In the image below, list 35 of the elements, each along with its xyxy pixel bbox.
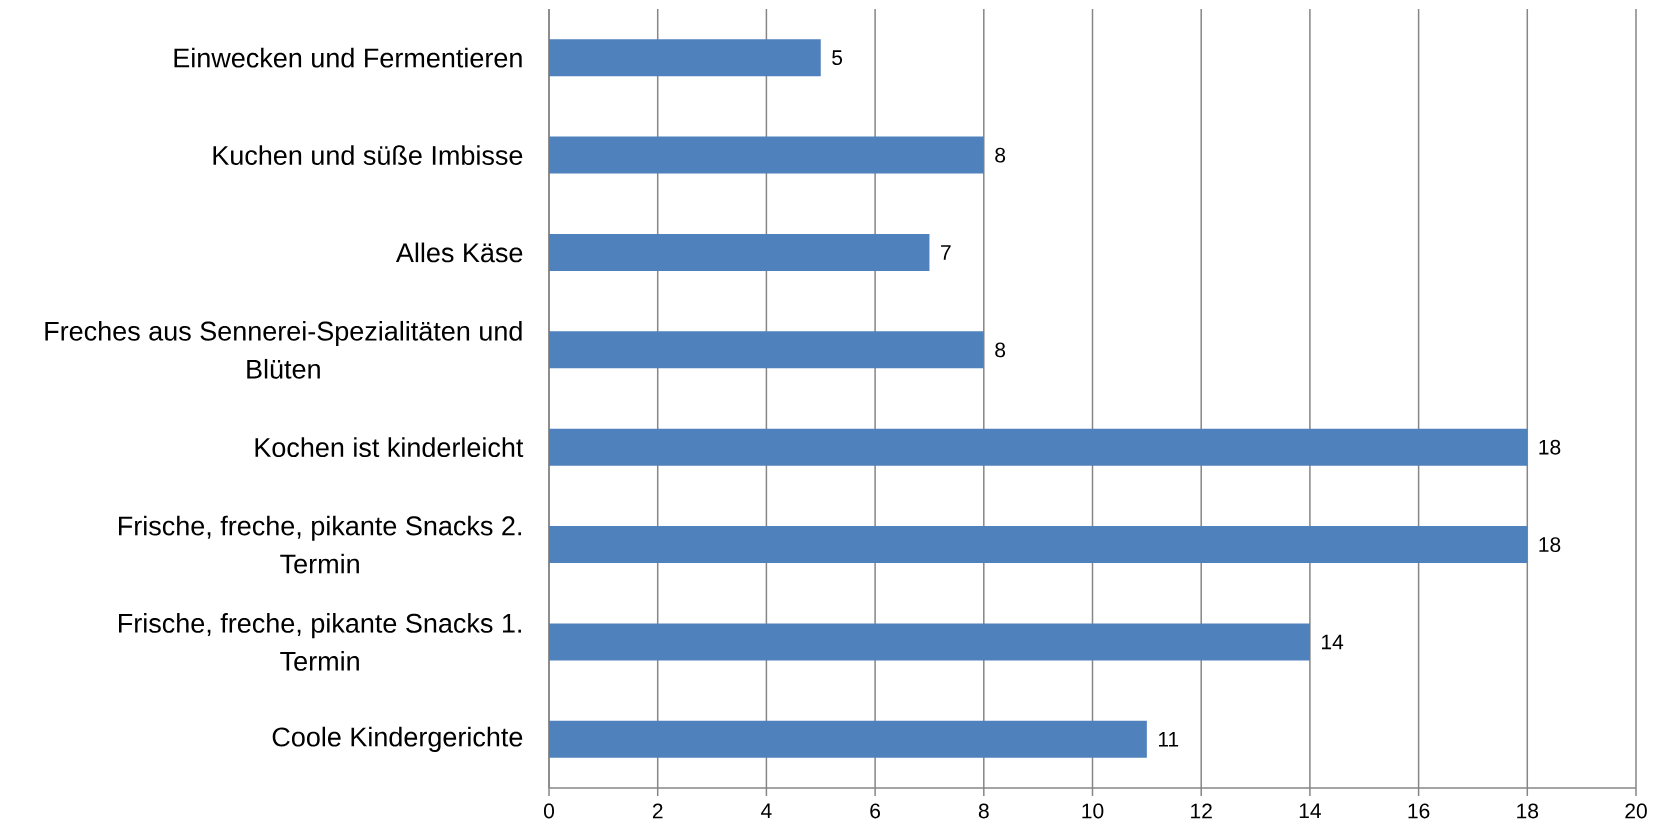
x-tick-label: 0 — [543, 803, 555, 819]
data-label: 18 — [1539, 439, 1561, 455]
bar — [549, 136, 984, 174]
data-label: 7 — [941, 245, 951, 260]
y-tick-label: Alles Käse — [395, 242, 523, 263]
bar — [549, 331, 984, 369]
bar — [549, 233, 930, 271]
y-tick-label: Freches aus Sennerei-Spezialitäten und Blüten — [45, 320, 522, 379]
data-label: 5 — [832, 50, 843, 66]
data-label: 14 — [1322, 634, 1344, 650]
data-label: 18 — [1539, 537, 1561, 553]
bar — [549, 720, 1147, 758]
y-tick-label: Einwecken und Fermentieren — [174, 47, 522, 68]
x-tick-label: 16 — [1408, 803, 1430, 819]
bar — [549, 526, 1528, 564]
data-label: 11 — [1158, 732, 1179, 747]
x-tick-label: 8 — [978, 803, 989, 819]
x-tick-label: 20 — [1625, 803, 1647, 819]
x-tick-label: 6 — [870, 803, 881, 819]
y-tick-label: Frische, freche, pikante Snacks 2. Termin — [119, 515, 521, 574]
x-tick-label: 14 — [1299, 803, 1321, 818]
x-tick-label: 4 — [761, 803, 772, 818]
bar — [549, 428, 1528, 466]
x-tick-label: 10 — [1082, 803, 1104, 819]
y-tick-label: Coole Kindergerichte — [272, 726, 523, 752]
y-tick-label: Kuchen und süße Imbisse — [213, 145, 523, 165]
y-tick-label: Frische, freche, pikante Snacks 1. Termin — [119, 613, 521, 671]
y-tick-label: Kochen ist kinderleicht — [255, 437, 524, 458]
data-label: 8 — [995, 147, 1006, 163]
x-tick-label: 2 — [652, 803, 663, 819]
data-label: 8 — [995, 342, 1006, 358]
bar — [549, 39, 821, 77]
x-tick-label: 18 — [1517, 803, 1539, 819]
bar — [549, 623, 1310, 661]
x-tick-label: 12 — [1191, 803, 1212, 819]
